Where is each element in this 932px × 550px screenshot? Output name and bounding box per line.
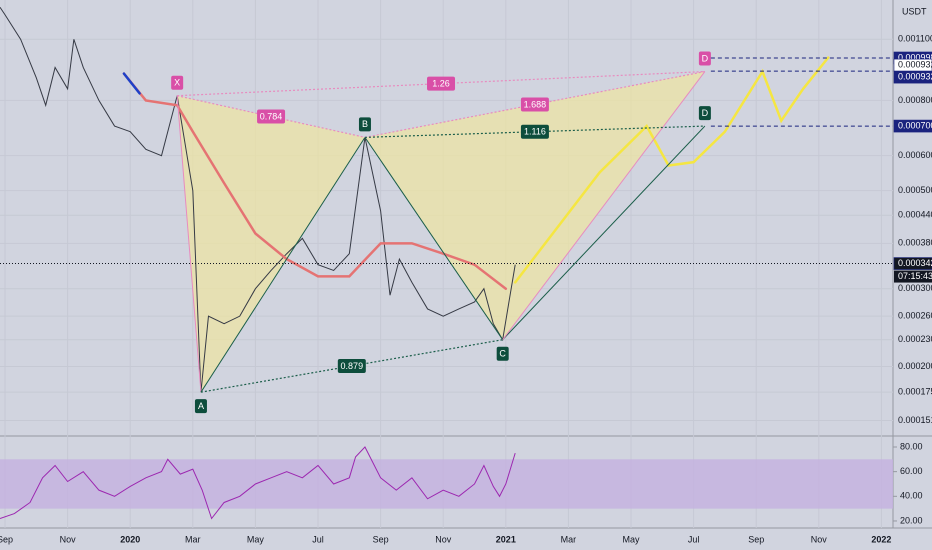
point-label: A xyxy=(198,401,204,411)
point-marker xyxy=(496,346,509,361)
x-tick-label: Sep xyxy=(748,534,764,544)
y-tick-label: 0.000500 xyxy=(898,185,932,195)
price-label: 0.000998 xyxy=(898,52,932,62)
x-tick-label: Sep xyxy=(0,534,13,544)
y-tick-label: 0.000440 xyxy=(898,210,932,220)
price-label: 0.000932 xyxy=(898,71,932,81)
point-label: D xyxy=(702,108,709,118)
pattern-fill xyxy=(364,71,705,340)
point-marker xyxy=(194,399,207,414)
price-label: 0.000700 xyxy=(898,120,932,130)
x-tick-label: May xyxy=(623,534,641,544)
pattern-leg xyxy=(364,125,705,138)
price-label: 0.000932 xyxy=(898,59,932,69)
ratio-label-bg xyxy=(257,109,286,124)
countdown-bg xyxy=(894,270,932,283)
ratio-label: 1.688 xyxy=(524,99,547,109)
point-label: B xyxy=(362,119,368,129)
x-tick-label: Mar xyxy=(185,534,201,544)
y-tick-label: 0.000151 xyxy=(898,415,932,425)
currency: USDT xyxy=(902,6,927,16)
x-tick-label: Sep xyxy=(373,534,389,544)
rsi-tick-label: 60.00 xyxy=(900,466,923,476)
price-label-bg xyxy=(893,119,932,133)
point-label: D xyxy=(702,53,709,63)
y-tick-label: 0.000175 xyxy=(898,387,932,397)
price-line xyxy=(0,6,516,393)
x-tick-label: Jul xyxy=(688,534,700,544)
y-tick-label: 0.000200 xyxy=(898,361,932,371)
ratio-label-bg xyxy=(520,124,549,139)
overlay-line xyxy=(122,72,141,95)
y-tick-label: 0.000260 xyxy=(898,311,932,321)
ratio-label-bg xyxy=(427,76,456,91)
x-tick-label: 2021 xyxy=(496,534,516,544)
x-tick-label: Mar xyxy=(561,534,577,544)
rsi-tick-label: 40.00 xyxy=(900,491,923,501)
rsi-line xyxy=(0,446,516,520)
rsi-tick-label: 80.00 xyxy=(900,441,923,451)
ratio-label-bg xyxy=(337,358,366,373)
x-tick-label: 2022 xyxy=(871,534,891,544)
y-tick-label: 0.000600 xyxy=(898,150,932,160)
price-label-bg xyxy=(893,257,932,270)
x-tick-label: Nov xyxy=(811,534,828,544)
overlay-line xyxy=(513,56,830,284)
pattern-leg xyxy=(176,95,202,393)
point-label: C xyxy=(499,349,506,359)
ratio-label-bg xyxy=(520,97,549,112)
ratio-label: 0.784 xyxy=(260,111,283,121)
pattern-leg xyxy=(200,137,366,393)
point-label: X xyxy=(174,78,180,88)
price-label: 0.000342 xyxy=(898,258,932,268)
pattern-fill xyxy=(177,95,365,393)
x-tick-label: Jul xyxy=(312,534,324,544)
pattern-leg xyxy=(502,71,706,341)
point-marker xyxy=(698,106,711,121)
y-tick-label: 0.000230 xyxy=(898,334,932,344)
overlay-line xyxy=(122,72,508,290)
countdown: 07:15:43 xyxy=(898,271,932,281)
y-tick-label: 0.000300 xyxy=(898,283,932,293)
x-tick-label: May xyxy=(247,534,265,544)
y-tick-label: 0.000380 xyxy=(898,238,932,248)
point-marker xyxy=(358,117,371,132)
x-tick-label: Nov xyxy=(435,534,452,544)
point-marker xyxy=(698,51,711,66)
x-tick-label: Nov xyxy=(60,534,77,544)
y-tick-label: 0.001100 xyxy=(898,34,932,44)
ratio-label: 0.879 xyxy=(341,361,364,371)
ratio-label: 1.26 xyxy=(432,78,450,88)
rsi-tick-label: 20.00 xyxy=(900,515,923,525)
pattern-leg xyxy=(364,137,504,340)
rsi-band xyxy=(0,459,893,509)
pattern-leg xyxy=(502,125,706,341)
point-marker xyxy=(171,75,184,90)
ratio-label: 1.116 xyxy=(524,127,546,137)
price-label-bg xyxy=(893,70,932,84)
x-tick-label: 2020 xyxy=(120,534,140,544)
y-tick-label: 0.000800 xyxy=(898,95,932,105)
